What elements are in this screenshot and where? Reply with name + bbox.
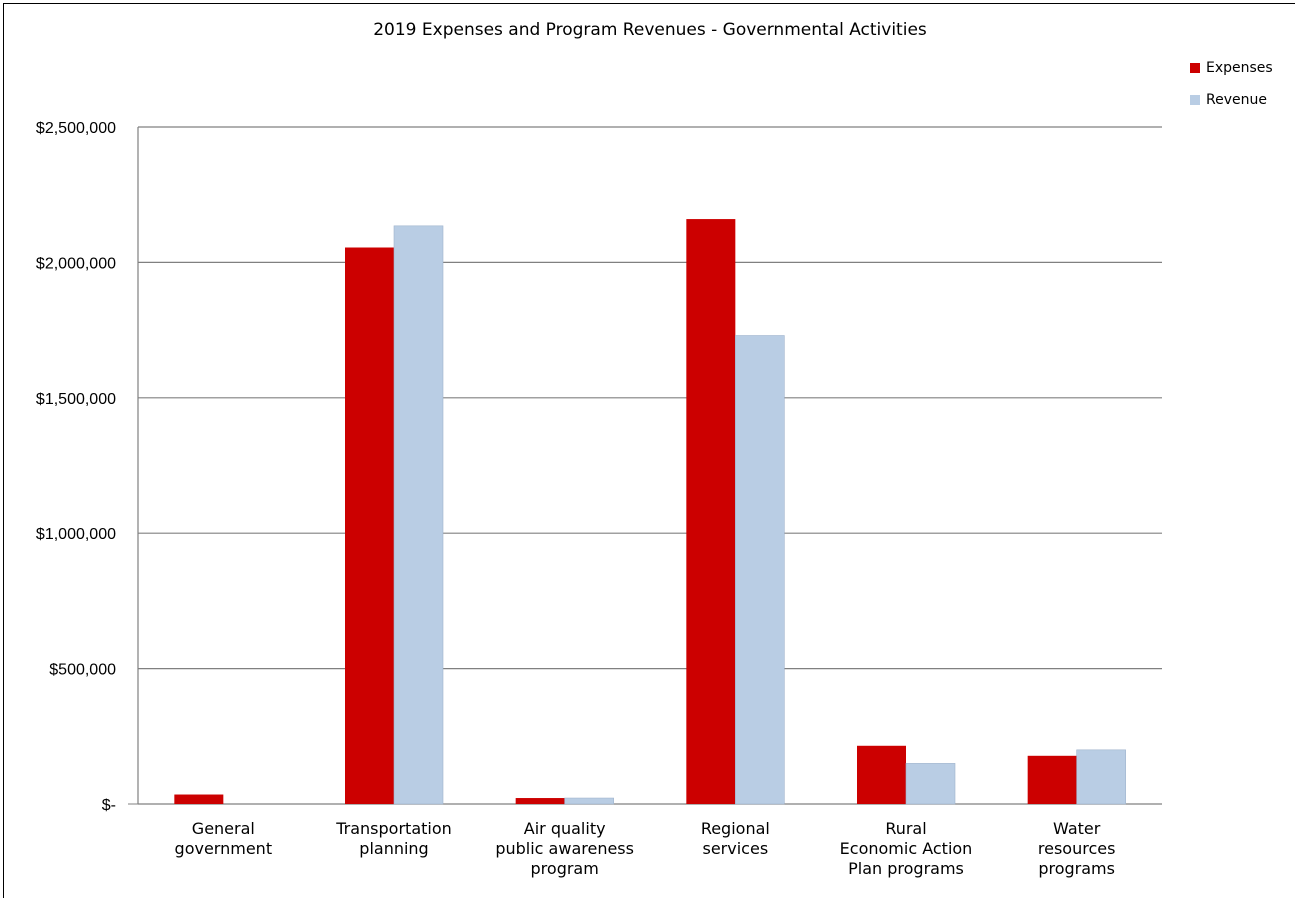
bar-expenses-1 (345, 247, 394, 805)
y-tick-label: $- (102, 797, 116, 814)
x-category-label: Rural (885, 819, 926, 838)
bar-expenses-5 (1027, 755, 1077, 804)
x-category-label: planning (359, 839, 428, 858)
x-category-label: General (192, 819, 255, 838)
y-tick-label: $1,500,000 (36, 391, 116, 408)
bar-revenue-5 (1076, 749, 1126, 805)
y-tick-label: $1,000,000 (36, 526, 116, 543)
bar-revenue-2 (564, 797, 614, 805)
bar-expenses-0 (174, 794, 224, 804)
x-category-label: government (175, 839, 273, 858)
x-category-label: Regional (701, 819, 770, 838)
x-category-label: programs (1038, 859, 1115, 878)
x-category-label: Plan programs (848, 859, 964, 878)
x-category-label: services (703, 839, 769, 858)
bar-expenses-4 (857, 745, 906, 804)
x-category-label: Water (1053, 819, 1101, 838)
bar-revenue-1 (393, 225, 444, 805)
bar-revenue-4 (905, 763, 956, 805)
x-category-label: public awareness (495, 839, 634, 858)
legend-swatch-revenue (1190, 95, 1200, 105)
x-category-label: Economic Action (840, 839, 973, 858)
legend-item-expenses: Expenses (1190, 60, 1273, 76)
x-category-label: Air quality (524, 819, 606, 838)
bar-revenue-3 (735, 335, 785, 805)
y-tick-label: $500,000 (49, 662, 116, 679)
chart-title: 2019 Expenses and Program Revenues - Gov… (373, 20, 927, 40)
legend-label-revenue: Revenue (1206, 92, 1267, 108)
y-tick-label: $2,500,000 (36, 120, 116, 137)
legend-label-expenses: Expenses (1206, 60, 1273, 76)
legend-swatch-expenses (1190, 63, 1200, 73)
x-category-label: resources (1038, 839, 1116, 858)
y-tick-label: $2,000,000 (36, 255, 116, 272)
chart-frame (3, 3, 1295, 898)
bar-expenses-2 (515, 798, 565, 804)
x-category-label: Transportation (335, 819, 452, 838)
bar-expenses-3 (686, 219, 736, 804)
legend-item-revenue: Revenue (1190, 92, 1267, 108)
x-category-label: program (531, 859, 599, 878)
